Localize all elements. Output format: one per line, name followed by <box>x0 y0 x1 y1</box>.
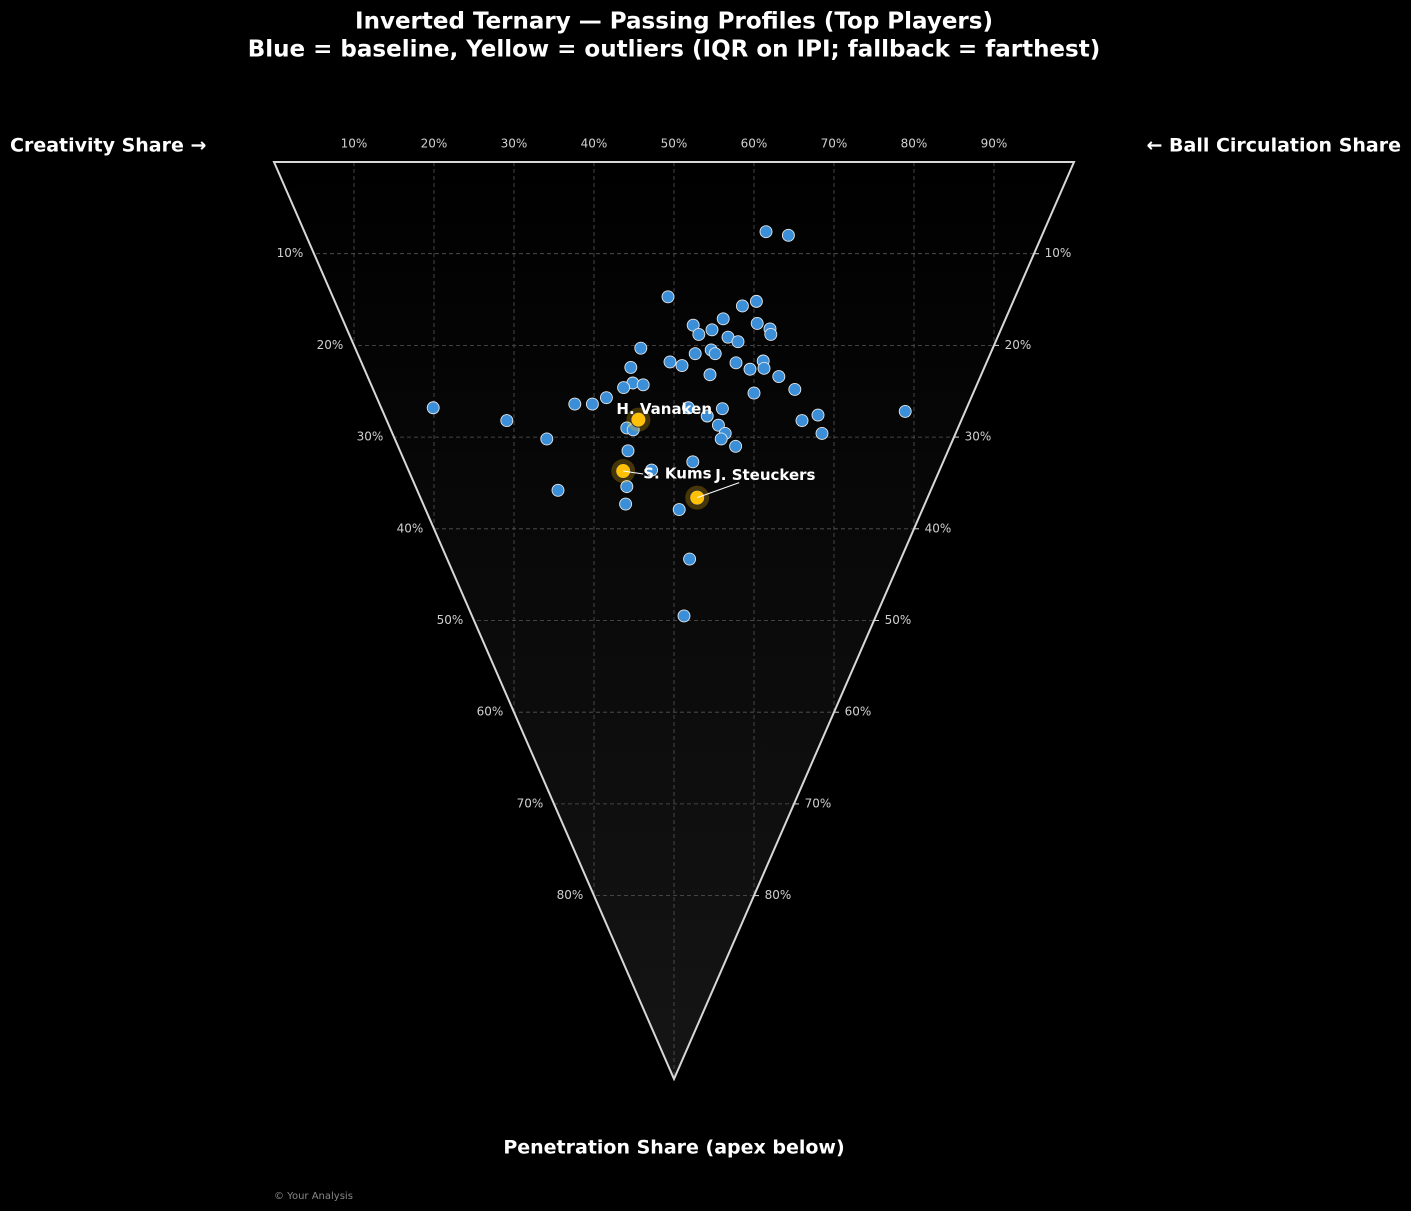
bottom-axis-label: Penetration Share (apex below) <box>503 1137 844 1159</box>
outlier-label: H. Vanaken <box>616 400 712 418</box>
player-point <box>731 335 745 349</box>
player-point <box>585 397 599 411</box>
player-point <box>750 316 764 330</box>
player-point <box>708 347 722 361</box>
player-point <box>715 402 729 416</box>
player-point <box>772 370 786 384</box>
right-tick-label: 20% <box>1005 338 1032 352</box>
player-point <box>705 323 719 337</box>
chart-subtitle: Blue = baseline, Yellow = outliers (IQR … <box>248 37 1100 63</box>
chart-title: Inverted Ternary — Passing Profiles (Top… <box>355 9 993 35</box>
player-point <box>729 356 743 370</box>
player-point <box>815 426 829 440</box>
right-tick-label: 30% <box>965 430 992 444</box>
player-point <box>811 408 825 422</box>
player-point <box>624 360 638 374</box>
right-tick-label: 40% <box>925 521 952 535</box>
player-point <box>500 414 514 428</box>
player-point <box>681 401 695 415</box>
annotation-leader <box>697 482 740 499</box>
player-point <box>683 552 697 566</box>
player-point <box>636 378 650 392</box>
left-tick-label: 60% <box>477 705 504 719</box>
top-tick-label: 40% <box>581 137 608 151</box>
player-point <box>599 391 613 405</box>
top-tick-label: 90% <box>981 137 1008 151</box>
player-point <box>672 503 686 516</box>
top-tick-label: 20% <box>421 137 448 151</box>
player-point <box>716 312 730 326</box>
player-point <box>795 414 809 428</box>
player-point <box>735 299 749 313</box>
player-point <box>703 368 717 382</box>
player-point <box>675 359 689 373</box>
outlier-point <box>630 411 647 428</box>
player-point <box>759 225 773 239</box>
left-tick-label: 70% <box>517 796 544 810</box>
outlier-label: J. Steuckers <box>714 466 815 484</box>
player-point <box>634 341 648 355</box>
player-point <box>621 444 635 458</box>
player-point <box>692 327 706 341</box>
player-point <box>781 228 795 242</box>
right-tick-label: 50% <box>885 613 912 627</box>
top-tick-label: 60% <box>741 137 768 151</box>
player-point <box>540 432 554 446</box>
player-point <box>898 404 912 418</box>
right-axis-label: ← Ball Circulation Share <box>1146 135 1401 157</box>
player-point <box>757 361 771 375</box>
player-point <box>663 355 677 369</box>
player-point <box>714 432 728 446</box>
credit: © Your Analysis <box>274 1191 353 1202</box>
player-point <box>617 381 631 395</box>
left-tick-label: 40% <box>397 521 424 535</box>
top-tick-label: 80% <box>901 137 928 151</box>
player-point <box>764 327 778 341</box>
player-point <box>743 362 757 376</box>
top-tick-label: 10% <box>341 137 368 151</box>
player-point <box>729 439 743 453</box>
player-point <box>788 382 802 396</box>
player-point <box>747 386 761 400</box>
left-tick-label: 80% <box>557 888 584 902</box>
top-tick-label: 50% <box>661 137 688 151</box>
top-tick-label: 70% <box>821 137 848 151</box>
player-point <box>677 609 691 623</box>
left-axis-label: Creativity Share → <box>10 135 206 157</box>
annotation-leader <box>623 470 644 475</box>
left-tick-label: 20% <box>317 338 344 352</box>
player-point <box>645 463 659 477</box>
right-tick-label: 70% <box>805 796 832 810</box>
player-point <box>711 418 725 432</box>
left-tick-label: 50% <box>437 613 464 627</box>
left-tick-label: 30% <box>357 430 384 444</box>
player-point <box>619 497 633 511</box>
player-point <box>620 480 634 494</box>
right-tick-label: 10% <box>1045 246 1072 260</box>
player-point <box>568 397 582 411</box>
player-point <box>551 483 565 497</box>
player-point <box>686 455 700 469</box>
player-point <box>426 401 440 415</box>
top-tick-label: 30% <box>501 137 528 151</box>
right-tick-label: 60% <box>845 705 872 719</box>
player-point <box>661 290 675 304</box>
left-tick-label: 10% <box>277 246 304 260</box>
outlier-label: S. Kums <box>643 465 711 483</box>
player-point <box>749 294 763 308</box>
player-point <box>688 347 702 361</box>
player-point <box>700 409 714 423</box>
right-tick-label: 80% <box>765 888 792 902</box>
